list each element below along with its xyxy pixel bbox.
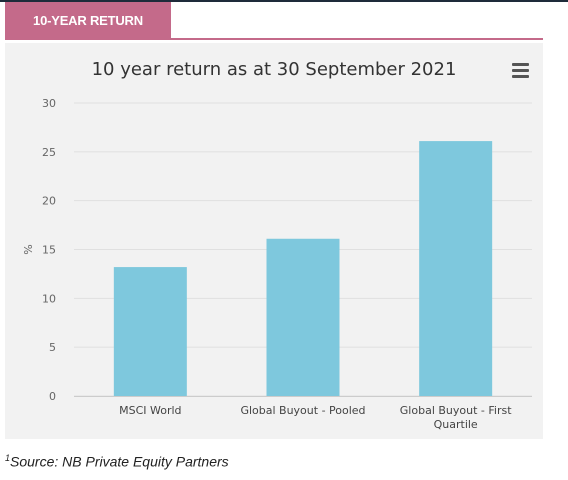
bar (266, 238, 340, 396)
y-tick-label: 30 (42, 97, 56, 110)
y-axis-label: % (22, 244, 35, 254)
footnote-marker: 1 (5, 453, 11, 463)
x-tick-label: Global Buyout - First (400, 404, 512, 417)
y-tick-label: 25 (42, 146, 56, 159)
tab-10-year-return[interactable]: 10-YEAR RETURN (5, 2, 171, 38)
chart-panel: 0 5 10 15 20 25 30% MSCI World Global Buyout - P… (5, 43, 543, 439)
bar (419, 141, 493, 396)
hamburger-menu-icon[interactable] (509, 60, 533, 82)
y-tick-label: 20 (42, 195, 56, 208)
top-rule (0, 0, 568, 2)
x-tick-label: MSCI World (119, 404, 181, 417)
tab-underline (5, 38, 543, 40)
y-tick-label: 0 (49, 390, 56, 403)
y-tick-label: 15 (42, 244, 56, 257)
y-tick-label: 10 (42, 292, 56, 305)
bar-chart: 0 5 10 15 20 25 30% MSCI World Global Buyout - P… (22, 97, 532, 431)
source-footnote: 1Source: NB Private Equity Partners (5, 453, 229, 470)
x-tick-label: Global Buyout - Pooled (240, 404, 365, 417)
bar (113, 267, 187, 396)
footnote-text: Source: NB Private Equity Partners (10, 453, 229, 470)
x-tick-label: Quartile (434, 418, 478, 431)
y-tick-label: 5 (49, 341, 56, 354)
chart-title: 10 year return as at 30 September 2021 (91, 59, 457, 80)
